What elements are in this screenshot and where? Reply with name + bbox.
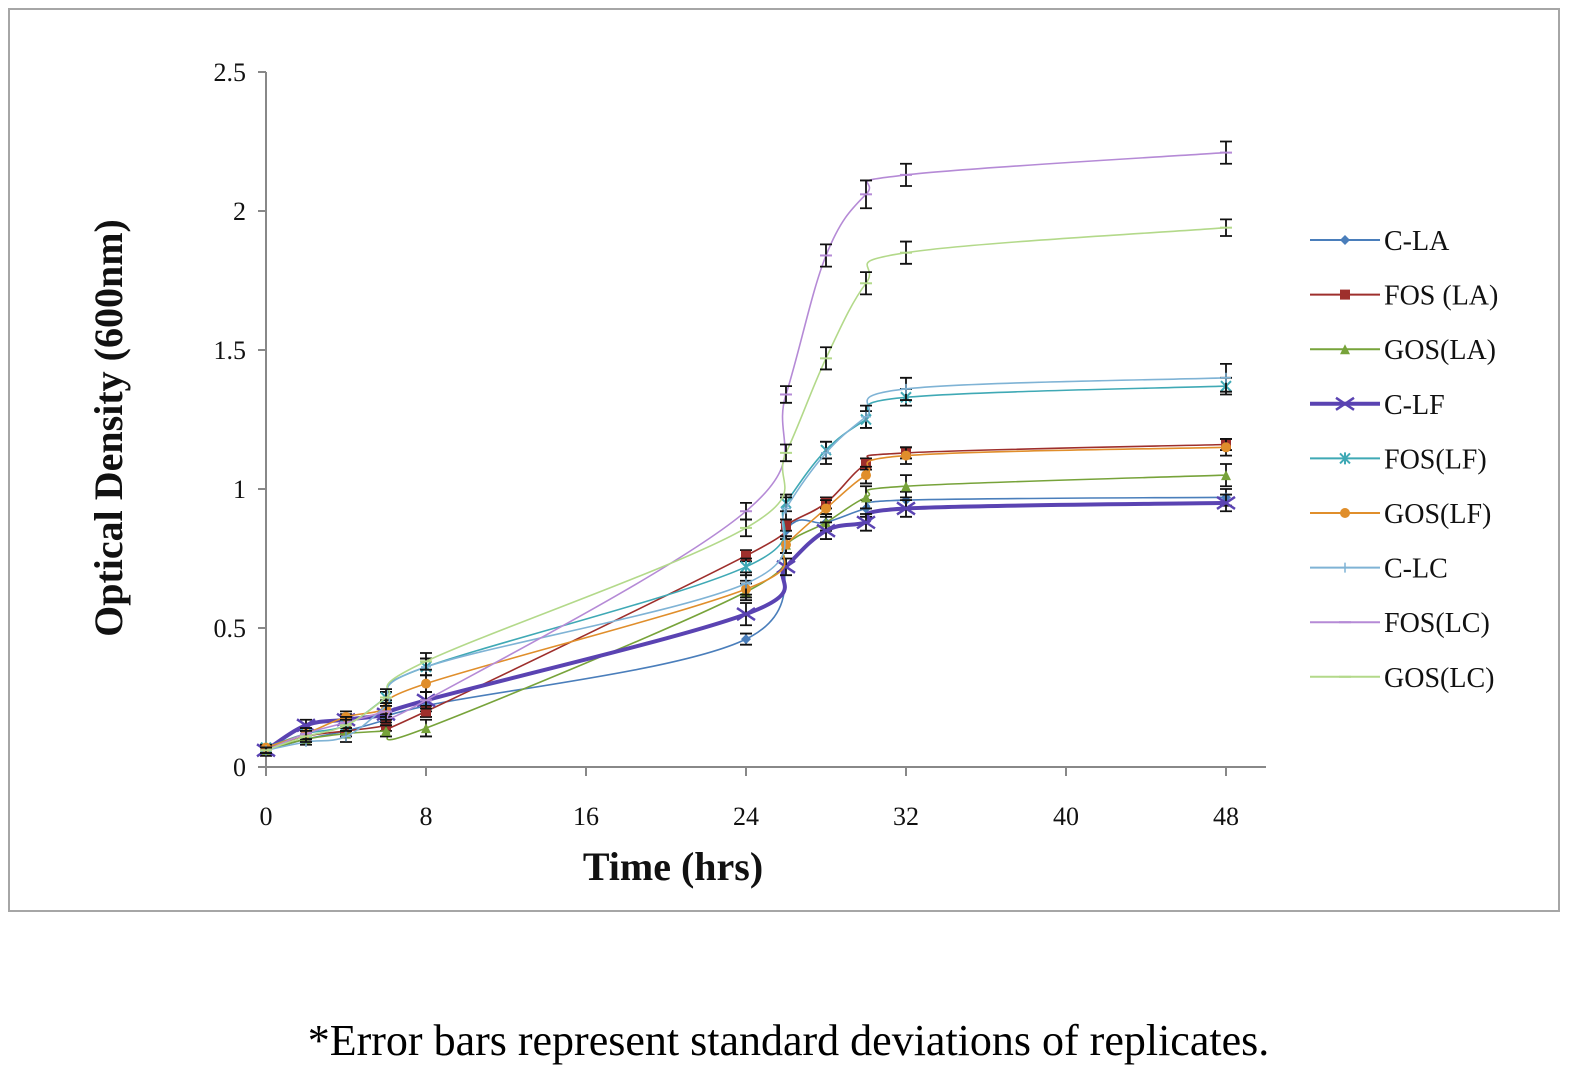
data-point xyxy=(821,503,831,514)
y-axis-title: Optical Density (600nm) xyxy=(86,219,131,637)
legend-item: GOS(LC) xyxy=(1310,663,1494,694)
legend-label: C-LA xyxy=(1384,226,1450,257)
y-tick-label: 1.5 xyxy=(214,336,247,365)
data-point xyxy=(781,539,791,550)
legend-marker xyxy=(1340,344,1350,355)
series-line xyxy=(265,151,1227,752)
legend-item: FOS(LC) xyxy=(1310,608,1490,639)
data-point xyxy=(1221,442,1231,453)
series-line xyxy=(265,443,1227,752)
legend-marker xyxy=(1340,508,1350,518)
data-point xyxy=(736,607,756,622)
data-point xyxy=(901,481,911,492)
data-point xyxy=(861,411,871,422)
legend-label: GOS(LC) xyxy=(1384,663,1494,694)
x-tick-label: 48 xyxy=(1213,802,1239,831)
series-line xyxy=(265,377,1227,752)
data-point xyxy=(1221,470,1231,481)
y-tick-label: 2.5 xyxy=(214,58,247,87)
x-tick-label: 24 xyxy=(733,802,759,831)
legend-label: FOS (LA) xyxy=(1384,281,1498,312)
legend-marker xyxy=(1340,289,1350,300)
series-fos-lf xyxy=(260,376,1232,754)
data-point xyxy=(816,523,836,538)
data-point xyxy=(741,578,751,589)
y-tick-label: 0 xyxy=(233,753,246,782)
legend-label: FOS(LF) xyxy=(1384,444,1487,475)
x-tick-label: 0 xyxy=(260,802,273,831)
data-point xyxy=(856,515,876,530)
y-tick-label: 2 xyxy=(233,197,246,226)
legend-marker xyxy=(1339,452,1351,465)
legend-item: GOS(LA) xyxy=(1310,335,1496,366)
data-point xyxy=(821,447,831,458)
data-point xyxy=(740,560,752,573)
data-point xyxy=(421,678,431,689)
legend: C-LA FOS (LA) GOS(LA) C-LF FOS(LF) GOS(LF) C-L… xyxy=(1310,226,1498,694)
data-point xyxy=(861,492,871,503)
legend-label: C-LC xyxy=(1384,554,1448,585)
x-axis-title: Time (hrs) xyxy=(583,844,763,889)
data-point xyxy=(296,718,316,733)
legend-item: FOS (LA) xyxy=(1310,281,1498,312)
series-group xyxy=(256,140,1236,758)
y-tick-label: 0.5 xyxy=(214,614,247,643)
data-point xyxy=(1221,372,1231,383)
legend-label: FOS(LC) xyxy=(1384,608,1490,639)
x-tick-label: 8 xyxy=(420,802,433,831)
legend-item: FOS(LF) xyxy=(1310,444,1487,475)
x-tick-label: 32 xyxy=(893,802,919,831)
y-tick-label: 1 xyxy=(233,475,246,504)
legend-label: GOS(LA) xyxy=(1384,335,1496,366)
series-line xyxy=(265,446,1227,749)
series-line xyxy=(265,226,1227,752)
data-point xyxy=(1216,495,1236,510)
legend-label: C-LF xyxy=(1384,390,1445,421)
legend-item: GOS(LF) xyxy=(1310,499,1491,530)
legend-label: GOS(LF) xyxy=(1384,499,1491,530)
data-point xyxy=(896,501,916,516)
legend-marker xyxy=(1340,562,1350,573)
data-point xyxy=(901,450,911,461)
data-point xyxy=(421,706,431,717)
data-point xyxy=(381,725,391,736)
data-point xyxy=(341,731,351,742)
axes: 0 0.5 1 1.5 2 2.5 0 8 16 24 32 40 48 xyxy=(214,58,1266,831)
data-point xyxy=(861,470,871,481)
data-point xyxy=(901,383,911,394)
legend-item: C-LA xyxy=(1310,226,1450,257)
data-point xyxy=(741,634,751,645)
legend-marker xyxy=(1335,396,1355,411)
data-point xyxy=(421,723,431,734)
data-point xyxy=(781,520,791,531)
x-tick-label: 16 xyxy=(573,802,599,831)
data-point xyxy=(861,458,871,469)
x-tick-label: 40 xyxy=(1053,802,1079,831)
legend-item: C-LF xyxy=(1310,390,1445,421)
line-chart: 0 0.5 1 1.5 2 2.5 0 8 16 24 32 40 48 C-LA FOS (LA) GOS… xyxy=(86,58,1498,889)
legend-marker xyxy=(1340,235,1350,245)
legend-item: C-LC xyxy=(1310,554,1448,585)
series-line xyxy=(264,500,1227,753)
caption: *Error bars represent standard deviation… xyxy=(307,1016,1270,1065)
series-gos-lc xyxy=(260,218,1232,754)
data-point xyxy=(741,550,751,561)
data-point xyxy=(781,503,791,514)
